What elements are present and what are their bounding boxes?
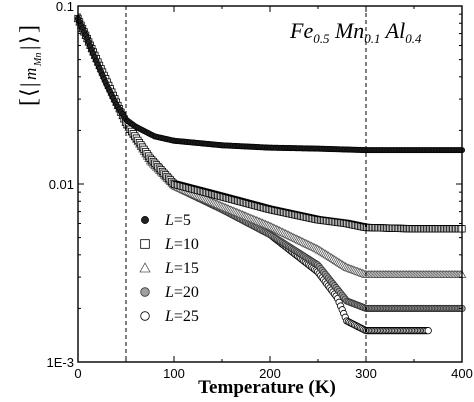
legend-entry: L=15 [139, 260, 199, 277]
y-label-bracket-right: ] [16, 25, 42, 33]
legend-entry: L=5 [141, 212, 191, 229]
x-axis-label: Temperature (K) [198, 377, 336, 398]
legend-marker [140, 311, 150, 321]
chart-title: Fe0.5 Mn0.1 Al0.4 [289, 18, 422, 46]
y-label-bracket-left: [ [16, 98, 42, 106]
series-L25 [74, 14, 432, 335]
y-label-bar-right: | [16, 46, 41, 50]
legend-entry: L=25 [140, 308, 199, 325]
y-label-angle-right: ⟩ [16, 35, 41, 44]
legend-entry: L=10 [140, 236, 199, 253]
y-label-bar-left: | [16, 83, 41, 87]
legend-label: L=20 [164, 284, 199, 301]
y-label-m: m [21, 68, 40, 80]
y-tick-label: 1E-3 [47, 355, 74, 370]
x-tick-label: 100 [163, 366, 185, 381]
x-tick-label: 0 [74, 366, 81, 381]
legend-marker [139, 262, 151, 273]
y-label-angle-left: ⟨ [16, 88, 41, 97]
y-tick-label: 0.01 [49, 177, 74, 192]
legend-label: L=25 [164, 308, 199, 325]
ticks: 0 100 200 300 400 0.1 0.01 1E-3 [47, 0, 473, 381]
x-tick-label: 200 [259, 366, 281, 381]
legend-label: L=15 [164, 260, 199, 277]
x-tick-label: 400 [451, 366, 473, 381]
legend: L=5 L=10 L=15 L=20 L=25 [139, 212, 199, 325]
legend-marker [140, 239, 150, 249]
data-points [73, 14, 467, 335]
legend-marker [140, 287, 150, 297]
legend-entry: L=20 [140, 284, 199, 301]
series-L5 [74, 15, 466, 154]
series-L20 [74, 14, 466, 313]
y-tick-label: 0.1 [56, 0, 74, 14]
y-label-subscript: Mn [33, 53, 44, 67]
legend-label: L=10 [164, 236, 199, 253]
data-point [424, 327, 432, 335]
x-tick-label: 300 [355, 366, 377, 381]
legend-marker [141, 216, 149, 224]
y-axis-label: [ ⟨ | m Mn | ⟩ ] [16, 25, 44, 106]
legend-label: L=5 [164, 212, 191, 229]
